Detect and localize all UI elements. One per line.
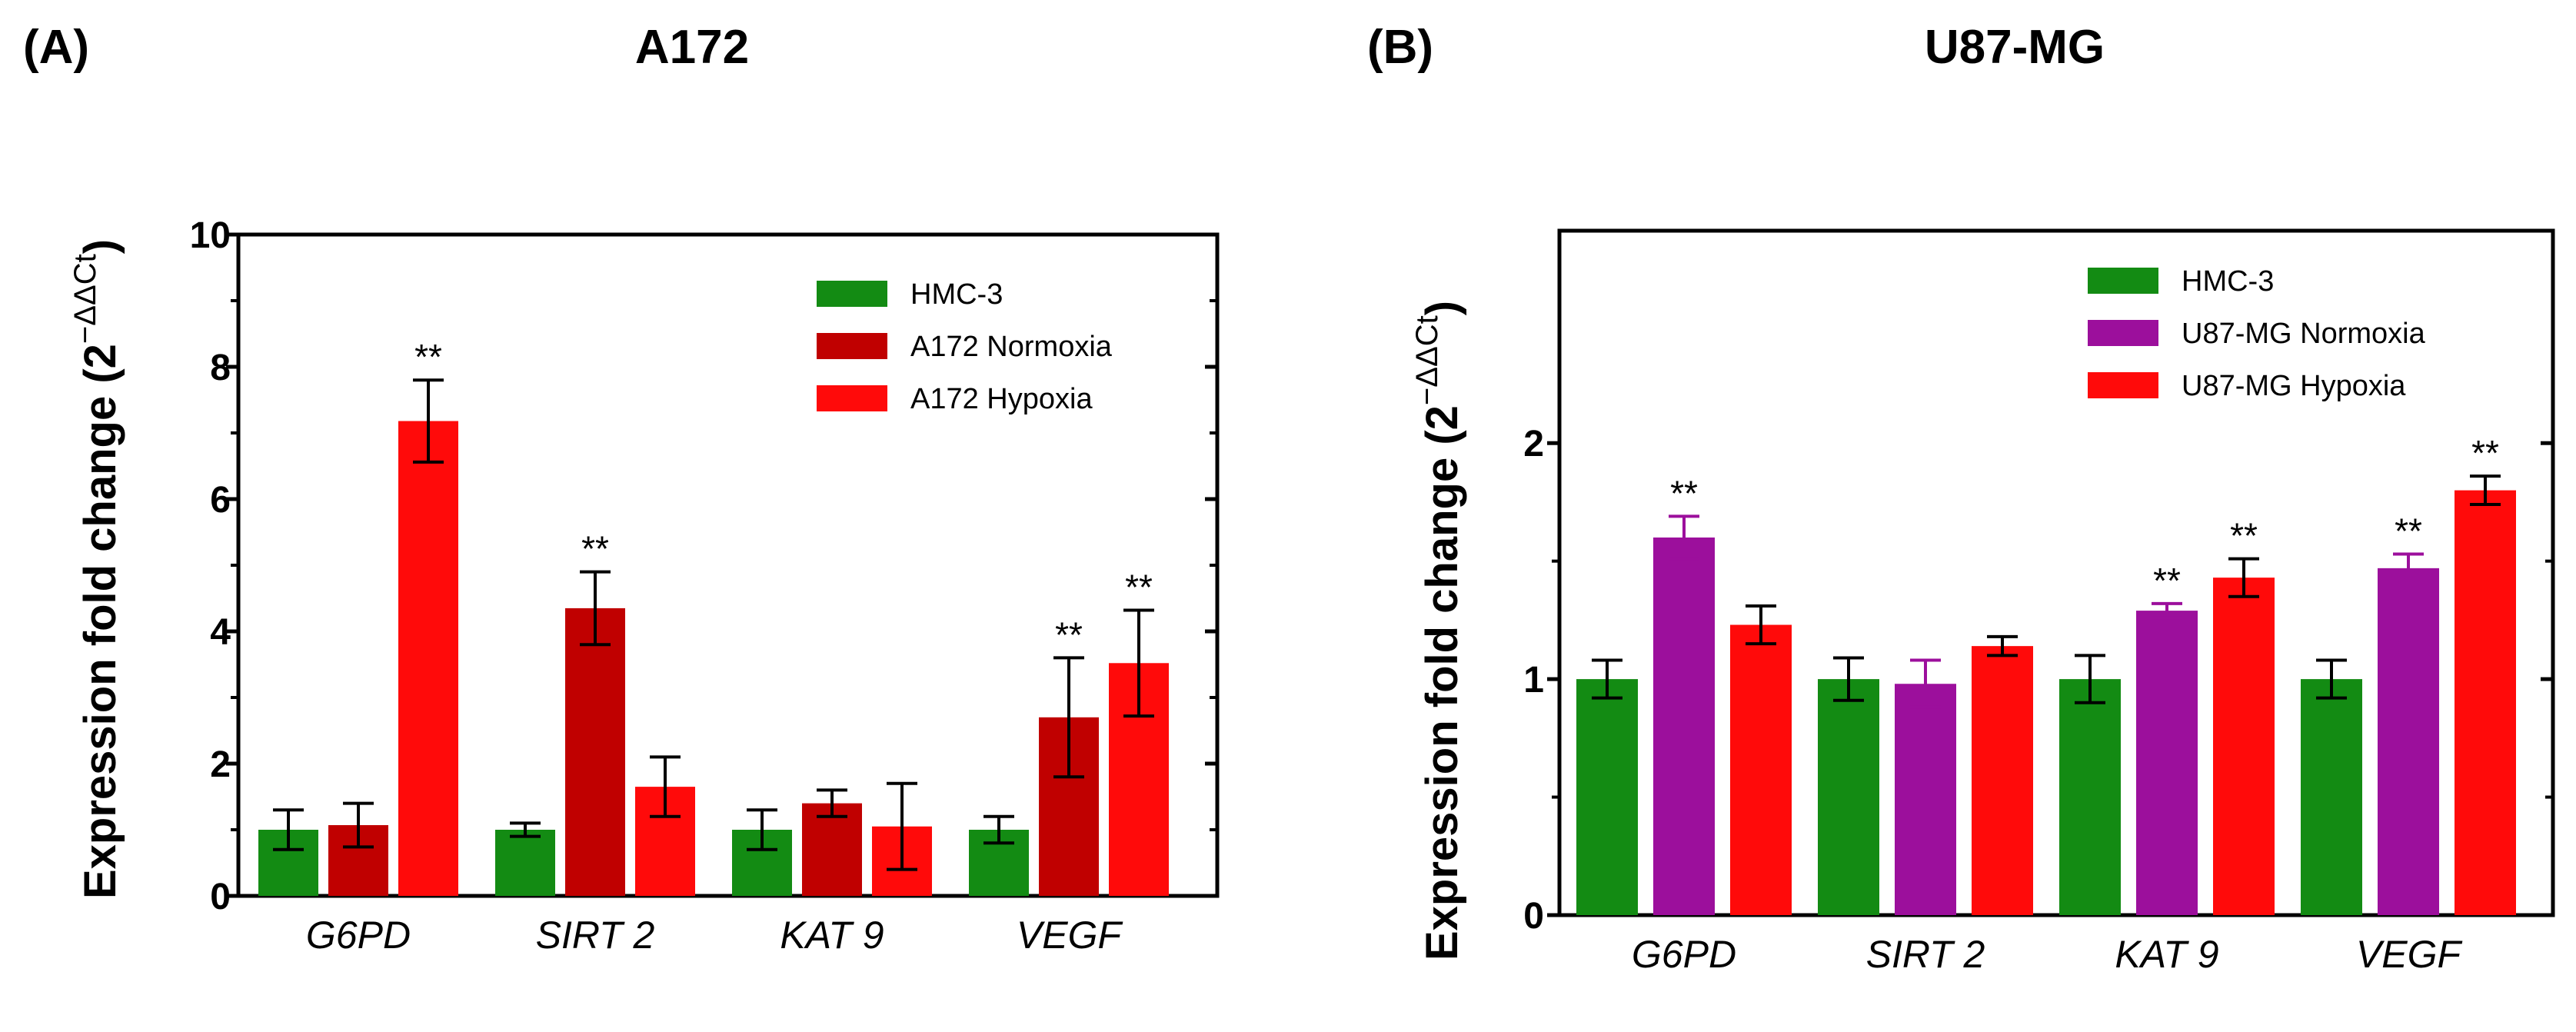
panel-b-bar-u87-mg-normoxia-kat9 <box>2136 611 2198 915</box>
panel-b-bar-u87-mg-normoxia-g6pd <box>1653 537 1715 915</box>
panel-b-ytick-label: 1 <box>1523 660 1544 701</box>
panel-a-title: A172 <box>635 21 749 74</box>
panel-b-category-label: KAT 9 <box>2115 933 2218 976</box>
panel-b-legend-swatch <box>2088 268 2158 294</box>
panel-b-bar-u87-mg-hypoxia-kat9 <box>2213 578 2275 915</box>
panel-b-bar-u87-mg-hypoxia-g6pd <box>1730 624 1792 915</box>
panel-a-bar-a172-normoxia-sirt2 <box>565 608 625 896</box>
panel-a-bar-hmc-3-sirt2 <box>495 830 555 896</box>
panel-a-category-label: SIRT 2 <box>536 914 655 957</box>
panel-a-ytick-label: 4 <box>210 612 231 653</box>
panel-b-ytick-label: 0 <box>1523 896 1544 937</box>
panel-a-category-label: G6PD <box>306 914 411 957</box>
panel-b-significance-marker: ** <box>2471 433 2499 473</box>
panel-a-ytick-label: 8 <box>210 348 231 388</box>
panel-a-label: (A) <box>23 21 89 74</box>
panel-a-ylabel-text: Expression fold change (2 <box>75 344 125 899</box>
panel-b-legend-swatch <box>2088 372 2158 398</box>
panel-a-legend-swatch <box>817 333 887 359</box>
panel-a-legend: HMC-3 A172 Normoxia A172 Hypoxia <box>817 278 1113 415</box>
panel-b-legend-swatch <box>2088 320 2158 346</box>
panel-a-ytick-label: 2 <box>210 744 231 785</box>
panel-a-legend-label: A172 Hypoxia <box>910 383 1093 415</box>
panel-b-significance-marker: ** <box>2230 516 2258 556</box>
panel-b: (B) U87-MG Expression fold change (2−ΔΔC… <box>1367 21 2555 976</box>
panel-a-bar-a172-hypoxia-g6pd <box>398 421 458 896</box>
panel-a-plot: 0 2 4 6 8 10 ** G6PD ** SIRT 2 KAT 9 ** ** VEGF HMC-3 A… <box>190 215 1220 957</box>
panel-b-legend: HMC-3 U87-MG Normoxia U87-MG Hypoxia <box>2088 265 2426 402</box>
panel-b-category-label: VEGF <box>2356 933 2463 976</box>
panel-a-ytick-label: 0 <box>210 877 231 917</box>
panel-a-significance-marker: ** <box>414 337 442 377</box>
panel-b-significance-marker: ** <box>2153 561 2181 601</box>
panel-b-axes-frame <box>1557 228 2555 917</box>
panel-b-y-axis-label: Expression fold change (2−ΔΔCt) <box>1410 301 1467 960</box>
panel-a-ytick-label: 6 <box>210 480 231 521</box>
panel-a-ylabel-sup: −ΔΔCt <box>68 254 102 344</box>
panel-b-significance-marker: ** <box>2395 511 2422 551</box>
panel-a-legend-swatch <box>817 385 887 411</box>
panel-b-ytick-label: 2 <box>1523 424 1544 464</box>
panel-b-bar-u87-mg-hypoxia-sirt2 <box>1972 646 2033 915</box>
svg-text:Expression fold change (2−ΔΔCt: Expression fold change (2−ΔΔCt) <box>1410 301 1467 960</box>
panel-a-ylabel-close: ) <box>75 239 125 254</box>
svg-text:Expression fold change (2−ΔΔCt: Expression fold change (2−ΔΔCt) <box>68 239 125 899</box>
panel-a-y-axis-label: Expression fold change (2−ΔΔCt) <box>68 239 125 899</box>
panel-b-ylabel-text: Expression fold change (2 <box>1417 405 1467 960</box>
panel-a-legend-label: A172 Normoxia <box>910 331 1113 363</box>
panel-b-bar-hmc-3-sirt2 <box>1818 679 1879 915</box>
panel-b-title: U87-MG <box>1925 21 2105 74</box>
panel-b-plot: 0 1 2 ** G6PD SIRT 2 ** ** KAT 9 ** ** VEGF HMC-3 U87… <box>1523 228 2555 976</box>
panel-b-significance-marker: ** <box>1670 473 1698 513</box>
panel-a-legend-label: HMC-3 <box>910 278 1003 311</box>
panel-b-legend-label: HMC-3 <box>2182 265 2274 298</box>
panel-a: (A) A172 Expression fold change (2−ΔΔCt)… <box>23 21 1220 957</box>
panel-b-legend-label: U87-MG Hypoxia <box>2182 370 2406 402</box>
panel-a-bar-a172-normoxia-kat9 <box>802 803 862 896</box>
panel-a-ytick-label: 10 <box>190 215 231 256</box>
panel-b-label: (B) <box>1367 21 1433 74</box>
panel-b-bar-u87-mg-normoxia-vegf <box>2378 568 2439 915</box>
panel-a-category-label: VEGF <box>1017 914 1123 957</box>
panel-a-category-label: KAT 9 <box>780 914 884 957</box>
panel-a-significance-marker: ** <box>1125 567 1153 607</box>
panel-b-category-label: G6PD <box>1632 933 1736 976</box>
panel-b-legend-label: U87-MG Normoxia <box>2182 318 2426 350</box>
panel-b-ylabel-close: ) <box>1417 301 1467 315</box>
panel-b-bar-u87-mg-normoxia-sirt2 <box>1895 684 1956 915</box>
panel-b-category-label: SIRT 2 <box>1866 933 1985 976</box>
panel-b-bar-hmc-3-g6pd <box>1576 679 1638 915</box>
panel-a-significance-marker: ** <box>581 529 609 569</box>
panel-a-significance-marker: ** <box>1055 614 1083 654</box>
panel-a-legend-swatch <box>817 281 887 307</box>
panel-b-ylabel-sup: −ΔΔCt <box>1410 315 1444 405</box>
panel-b-bar-hmc-3-kat9 <box>2059 679 2121 915</box>
panel-b-bar-u87-mg-hypoxia-vegf <box>2455 490 2516 915</box>
panel-b-bar-hmc-3-vegf <box>2301 679 2362 915</box>
